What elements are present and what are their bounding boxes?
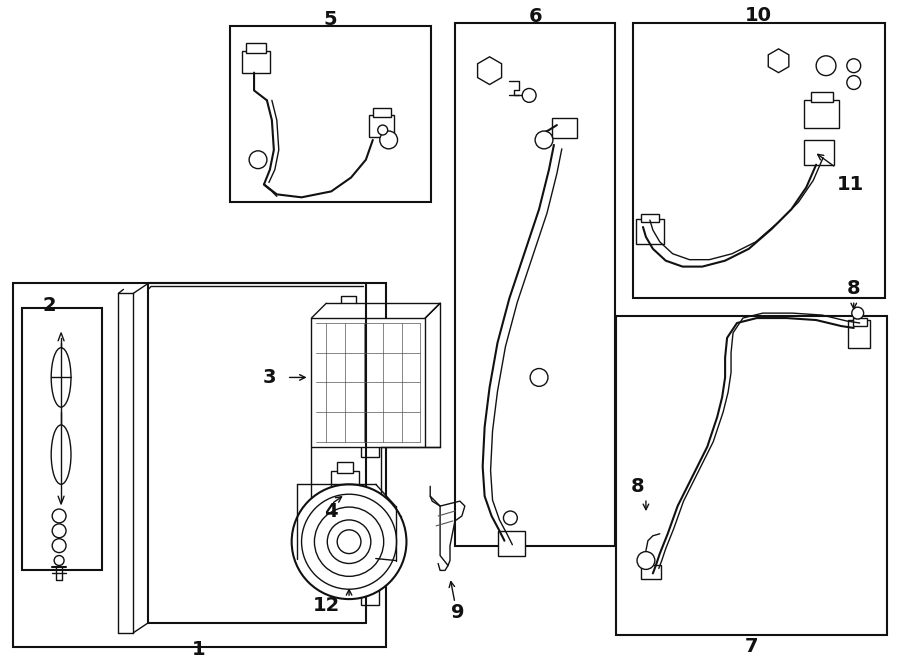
- Text: 8: 8: [631, 477, 644, 496]
- Text: 11: 11: [837, 175, 864, 194]
- Circle shape: [292, 485, 407, 599]
- Circle shape: [52, 524, 66, 538]
- Circle shape: [338, 530, 361, 553]
- Bar: [853, 318, 867, 326]
- Bar: [633, 23, 886, 299]
- Circle shape: [314, 507, 383, 577]
- Bar: [22, 308, 102, 571]
- Bar: [297, 485, 376, 559]
- Bar: [811, 93, 833, 103]
- Circle shape: [249, 151, 267, 169]
- Circle shape: [52, 539, 66, 553]
- Bar: [242, 51, 270, 73]
- Text: 1: 1: [192, 640, 205, 659]
- Ellipse shape: [51, 348, 71, 407]
- Bar: [361, 575, 379, 605]
- Text: 6: 6: [528, 7, 542, 26]
- Circle shape: [851, 307, 864, 319]
- Bar: [498, 531, 526, 555]
- Bar: [641, 565, 661, 579]
- Bar: [636, 219, 664, 244]
- Bar: [338, 461, 353, 473]
- Circle shape: [302, 495, 397, 589]
- Circle shape: [522, 89, 536, 103]
- Bar: [361, 427, 379, 457]
- Bar: [246, 43, 266, 53]
- Bar: [373, 109, 391, 117]
- Bar: [616, 316, 887, 635]
- Bar: [454, 23, 616, 545]
- Circle shape: [380, 131, 398, 149]
- Polygon shape: [478, 57, 501, 85]
- Text: 4: 4: [324, 502, 338, 520]
- Bar: [311, 318, 426, 447]
- Circle shape: [847, 75, 860, 89]
- Text: 5: 5: [323, 10, 338, 28]
- Bar: [552, 118, 577, 138]
- Circle shape: [637, 551, 655, 569]
- Circle shape: [52, 509, 66, 523]
- Circle shape: [536, 131, 553, 149]
- Text: 12: 12: [312, 596, 340, 614]
- Text: 7: 7: [745, 637, 759, 656]
- Ellipse shape: [51, 425, 71, 485]
- Circle shape: [816, 56, 836, 75]
- Bar: [848, 320, 869, 348]
- Text: 3: 3: [263, 368, 276, 387]
- Bar: [805, 140, 834, 165]
- Circle shape: [530, 369, 548, 387]
- Bar: [641, 214, 659, 222]
- Circle shape: [503, 511, 517, 525]
- Bar: [805, 101, 839, 128]
- Bar: [13, 283, 386, 647]
- Circle shape: [54, 555, 64, 565]
- Bar: [369, 115, 393, 137]
- Bar: [230, 26, 431, 203]
- Circle shape: [378, 125, 388, 135]
- Bar: [331, 471, 359, 493]
- Text: 9: 9: [451, 604, 464, 622]
- Polygon shape: [769, 49, 788, 73]
- Text: 8: 8: [847, 279, 860, 298]
- Text: 2: 2: [42, 296, 56, 314]
- Text: 10: 10: [745, 6, 772, 24]
- Circle shape: [847, 59, 860, 73]
- Circle shape: [328, 520, 371, 563]
